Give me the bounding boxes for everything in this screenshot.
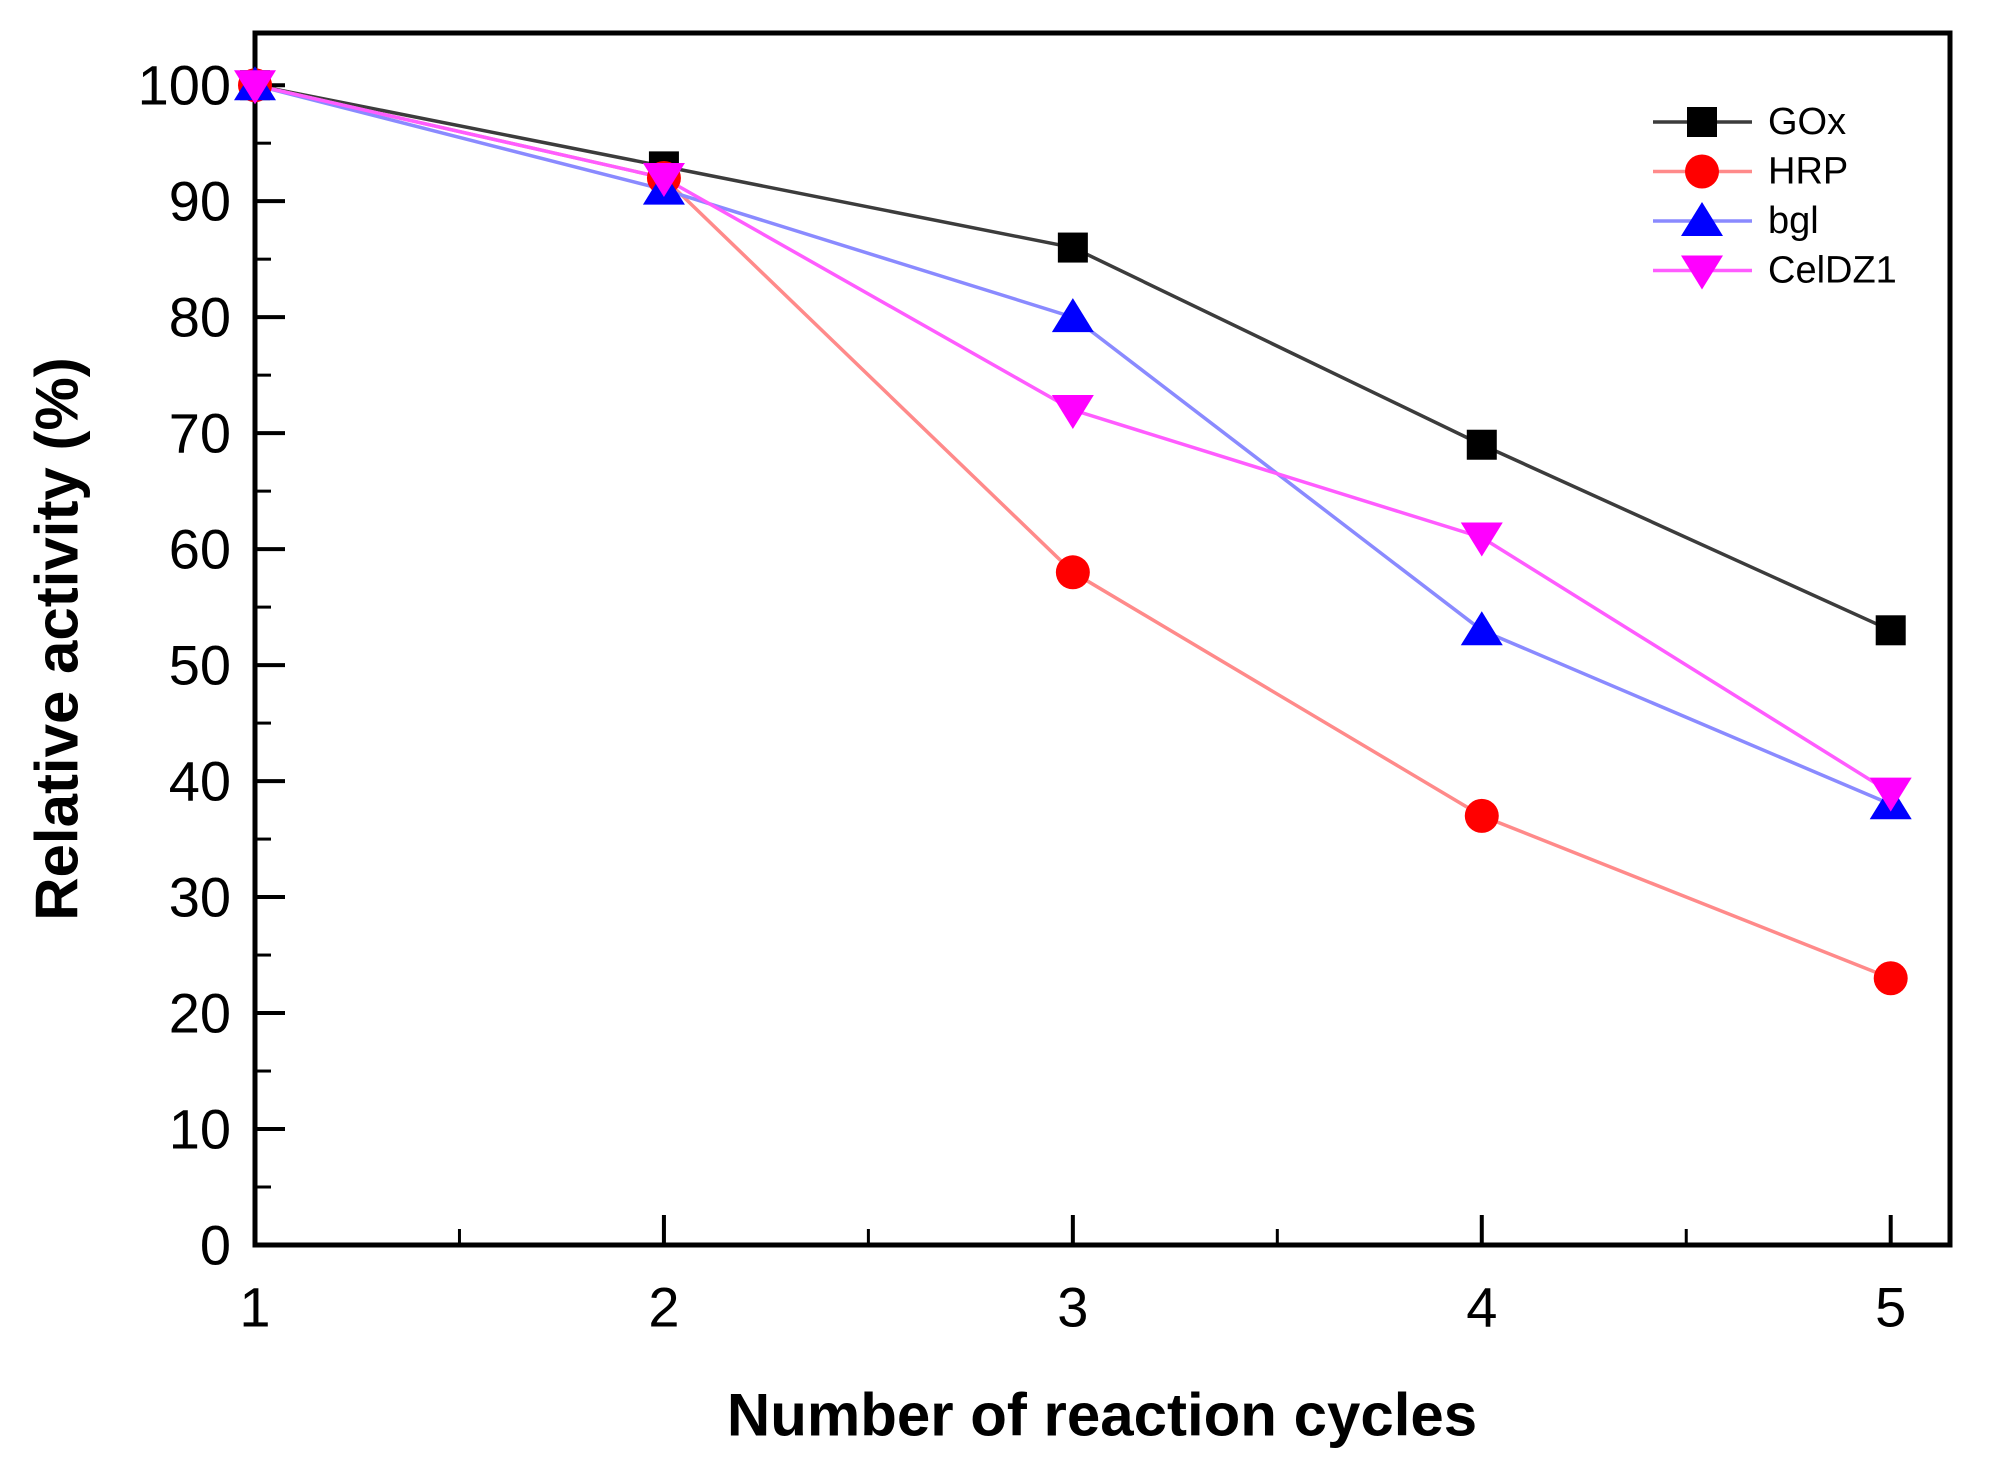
x-axis-title: Number of reaction cycles xyxy=(726,1381,1478,1449)
series-marker-HRP xyxy=(1464,798,1499,833)
x-tick-label: 1 xyxy=(239,1276,270,1339)
y-tick-label: 0 xyxy=(200,1214,231,1277)
x-tick-label: 4 xyxy=(1466,1276,1497,1339)
legend-label-bgl: bgl xyxy=(1768,200,1819,242)
plot-frame xyxy=(252,30,1953,1248)
series-line-GOx xyxy=(254,83,1892,632)
legend-marker-GOx xyxy=(1687,107,1717,137)
legend-marker-CelDZ1 xyxy=(1681,255,1723,290)
series-marker-HRP xyxy=(1055,555,1090,590)
y-tick-label: 30 xyxy=(169,866,231,929)
y-axis-title: Relative activity (%) xyxy=(23,357,91,921)
y-tick-label: 60 xyxy=(169,518,231,581)
y-tick-label: 90 xyxy=(169,170,231,233)
legend-label-CelDZ1: CelDZ1 xyxy=(1768,250,1897,292)
legend-label-GOx: GOx xyxy=(1768,101,1846,143)
series-line-HRP xyxy=(254,83,1892,980)
y-tick-label: 40 xyxy=(169,750,231,813)
series-marker-CelDZ1 xyxy=(1869,777,1912,812)
x-tick-label: 2 xyxy=(648,1276,679,1339)
x-tick-label: 5 xyxy=(1875,1276,1906,1339)
series-marker-bgl xyxy=(1051,298,1094,333)
legend-marker-HRP xyxy=(1685,154,1719,189)
y-tick-label: 70 xyxy=(169,402,231,465)
legend-marker-bgl xyxy=(1681,202,1723,236)
series-marker-GOx xyxy=(1466,429,1497,460)
x-tick-label: 3 xyxy=(1057,1276,1088,1339)
series-line-bgl xyxy=(254,83,1892,806)
series-marker-CelDZ1 xyxy=(1051,394,1094,429)
series-marker-CelDZ1 xyxy=(234,70,276,105)
y-tick-label: 80 xyxy=(169,286,231,349)
y-tick-label: 50 xyxy=(169,634,231,697)
series-line-CelDZ1 xyxy=(254,83,1892,795)
y-tick-label: 20 xyxy=(169,982,231,1045)
legend-label-HRP: HRP xyxy=(1768,151,1848,193)
series-marker-CelDZ1 xyxy=(1460,522,1503,557)
series-marker-CelDZ1 xyxy=(642,162,685,197)
y-tick-label: 10 xyxy=(169,1098,231,1161)
series-marker-GOx xyxy=(1057,232,1088,263)
series-marker-bgl xyxy=(1460,611,1503,646)
series-marker-GOx xyxy=(1875,615,1906,646)
y-tick-label: 100 xyxy=(138,54,231,117)
series-marker-HRP xyxy=(1873,961,1908,996)
